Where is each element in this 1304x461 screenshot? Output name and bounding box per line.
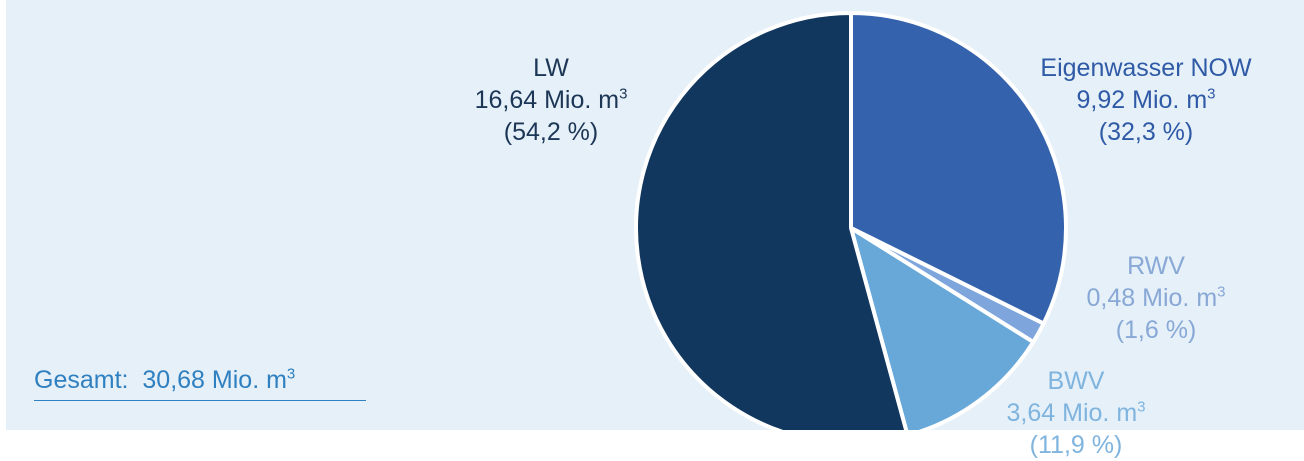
pie-chart	[634, 11, 1068, 430]
pie-slice-eigenwasser-now	[849, 11, 1068, 326]
pie-slice-bwv	[849, 226, 1036, 430]
total-label: Gesamt: 30,68 Mio. m3	[34, 364, 366, 401]
slice-percent: (11,9 %)	[1029, 431, 1123, 459]
slice-percent: (1,6 %)	[1115, 316, 1197, 344]
slice-value: 16,64 Mio. m3	[474, 85, 628, 114]
slice-percent: (54,2 %)	[503, 118, 599, 146]
pie-slice-lw	[634, 11, 909, 430]
slice-name: BWV	[1047, 367, 1105, 395]
slice-label-rwv: RWV 0,48 Mio. m3 (1,6 %)	[1061, 250, 1251, 346]
total-prefix: Gesamt:	[34, 366, 129, 394]
slice-percent: (32,3 %)	[1098, 118, 1194, 146]
slice-name: Eigenwasser NOW	[1040, 54, 1252, 82]
total-value: 30,68	[142, 366, 205, 394]
slice-label-lw: LW 16,64 Mio. m3 (54,2 %)	[451, 52, 651, 148]
slice-value: 9,92 Mio. m3	[1076, 85, 1216, 114]
total-unit: Mio. m3	[211, 365, 296, 394]
slice-label-bwv: BWV 3,64 Mio. m3 (11,9 %)	[981, 365, 1171, 461]
slice-value: 0,48 Mio. m3	[1086, 283, 1226, 312]
slice-label-eigenwasser-now: Eigenwasser NOW 9,92 Mio. m3 (32,3 %)	[1001, 52, 1291, 148]
slice-value: 3,64 Mio. m3	[1006, 398, 1146, 427]
chart-panel: Eigenwasser NOW 9,92 Mio. m3 (32,3 %) RW…	[6, 0, 1304, 459]
slice-name: RWV	[1127, 252, 1185, 280]
slice-name: LW	[533, 54, 569, 82]
